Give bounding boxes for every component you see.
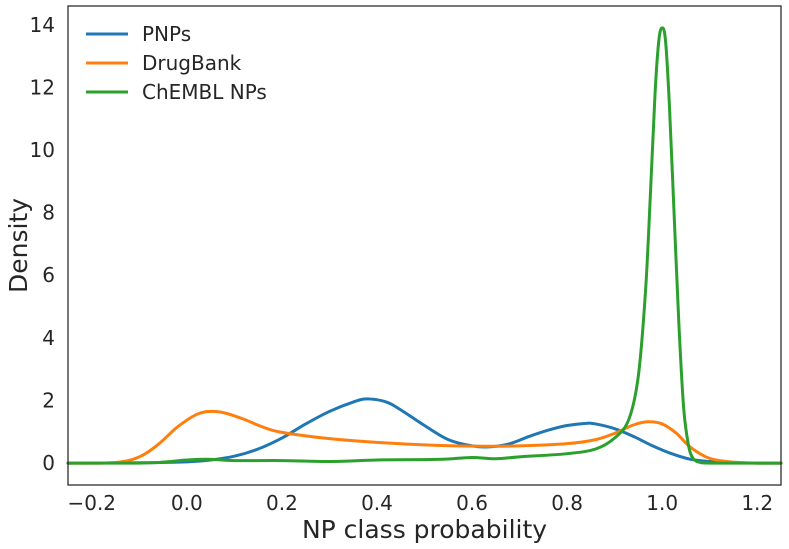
plot-area (68, 6, 781, 485)
series-line-2 (66, 409, 783, 465)
y-tick-labels: 0 2 4 6 8 10 12 14 (30, 13, 55, 475)
legend-label: DrugBank (142, 51, 242, 75)
plot-frame (67, 5, 782, 486)
y-tick-label: 14 (30, 13, 55, 37)
x-tick-label: 0.6 (456, 491, 488, 515)
x-tick-label: 1.0 (646, 491, 678, 515)
x-tick-label: 0.2 (266, 491, 298, 515)
y-tick-label: 12 (30, 75, 55, 99)
y-tick-label: 8 (42, 201, 55, 225)
x-tick-label: 0.4 (361, 491, 393, 515)
series-layer (66, 26, 783, 465)
legend-label: PNPs (142, 22, 191, 46)
x-tick-labels: −0.2 0.0 0.2 0.4 0.6 0.8 1.0 1.2 (67, 491, 773, 515)
y-tick-label: 0 (42, 451, 55, 475)
y-axis-title: Density (4, 198, 33, 293)
x-tick-label: 0.0 (171, 491, 203, 515)
y-tick-label: 10 (30, 138, 55, 162)
x-tick-label: 0.8 (551, 491, 583, 515)
y-tick-label: 4 (42, 326, 55, 350)
x-tick-label: −0.2 (67, 491, 116, 515)
legend: PNPs DrugBank ChEMBL NPs (86, 22, 267, 104)
y-tick-label: 6 (42, 263, 55, 287)
y-tick-label: 2 (42, 388, 55, 412)
x-axis-title: NP class probability (302, 515, 547, 544)
legend-label: ChEMBL NPs (142, 80, 267, 104)
x-tick-label: 1.2 (741, 491, 773, 515)
series-line-3 (66, 26, 783, 465)
